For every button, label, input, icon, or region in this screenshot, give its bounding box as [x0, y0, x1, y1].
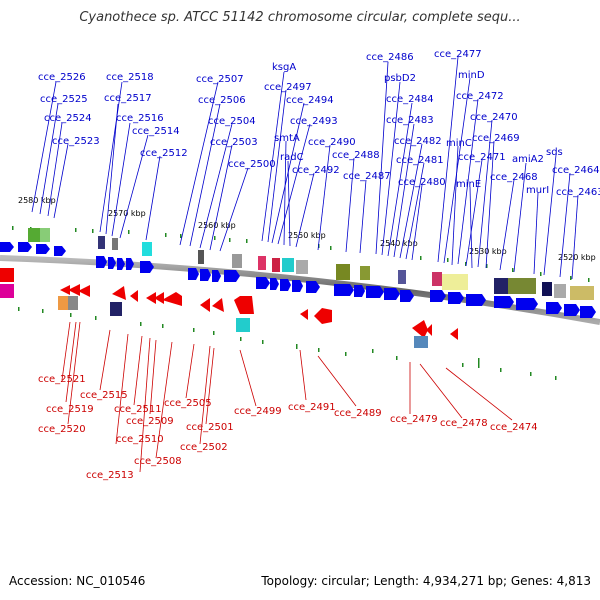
gene-label[interactable]: cce_2479 — [390, 414, 438, 425]
gene-label[interactable]: cce_2491 — [288, 402, 336, 413]
gene-label[interactable]: cce_2513 — [86, 470, 134, 481]
forward-gene-arrows — [0, 242, 596, 318]
gene-label[interactable]: cce_2509 — [126, 416, 174, 427]
gene-label[interactable]: cce_2516 — [116, 113, 164, 124]
gene-label[interactable]: cce_2463 — [556, 187, 600, 198]
gene-label[interactable]: cce_2510 — [116, 434, 164, 445]
kbp-label: 2560 kbp — [198, 221, 236, 230]
gene-label[interactable]: cce_2472 — [456, 91, 504, 102]
gene-label[interactable]: cce_2470 — [470, 112, 518, 123]
kbp-label: 2530 kbp — [469, 247, 507, 256]
gene-label[interactable]: cce_2477 — [434, 49, 482, 60]
gene-label[interactable]: cce_2487 — [343, 171, 391, 182]
gene-label[interactable]: cce_2514 — [132, 126, 180, 137]
gene-label[interactable]: cce_2502 — [180, 442, 228, 453]
gene-label[interactable]: cce_2471 — [458, 152, 506, 163]
kbp-label: 2520 kbp — [558, 253, 596, 262]
gene-label[interactable]: cce_2469 — [472, 133, 520, 144]
gene-label[interactable]: cce_2503 — [210, 137, 258, 148]
gene-label[interactable]: minE — [456, 179, 481, 190]
gene-label[interactable]: cce_2506 — [198, 95, 246, 106]
gene-label[interactable]: cce_2468 — [490, 172, 538, 183]
gene-label[interactable]: cce_2511 — [114, 404, 162, 415]
gene-label[interactable]: cce_2520 — [38, 424, 86, 435]
gene-label[interactable]: psbD2 — [384, 73, 416, 84]
gene-label[interactable]: minC — [446, 138, 472, 149]
gene-label[interactable]: cce_2507 — [196, 74, 244, 85]
gene-label[interactable]: cce_2493 — [290, 116, 338, 127]
gene-label[interactable]: cce_2525 — [40, 94, 88, 105]
reverse-gene-arrows — [0, 268, 458, 340]
gene-label[interactable]: cce_2512 — [140, 148, 188, 159]
gene-label[interactable]: cce_2521 — [38, 374, 86, 385]
forward-leader-lines — [31, 56, 579, 280]
gene-label[interactable]: cce_2500 — [228, 159, 276, 170]
gene-label[interactable]: cce_2490 — [308, 137, 356, 148]
genome-summary-text: Topology: circular; Length: 4,934,271 bp… — [261, 574, 591, 588]
tick-row-bottom — [18, 307, 557, 380]
gene-label[interactable]: cce_2464 — [552, 165, 600, 176]
gene-label[interactable]: cce_2515 — [80, 390, 128, 401]
gene-label[interactable]: sds — [546, 147, 563, 158]
gene-label[interactable]: cce_2508 — [134, 456, 182, 467]
gene-label[interactable]: minD — [458, 70, 485, 81]
gene-label[interactable]: cce_2524 — [44, 113, 92, 124]
gene-label[interactable]: cce_2523 — [52, 136, 100, 147]
gene-label[interactable]: cce_2486 — [366, 52, 414, 63]
gene-label[interactable]: cce_2497 — [264, 82, 312, 93]
gene-label[interactable]: cce_2517 — [104, 93, 152, 104]
reverse-gene-labels: cce_2521 cce_2519 cce_2520 cce_2515 cce_… — [38, 374, 538, 481]
reverse-feature-blocks — [0, 284, 428, 348]
gene-label[interactable]: cce_2526 — [38, 72, 86, 83]
kbp-label: 2550 kbp — [288, 231, 326, 240]
gene-label[interactable]: cce_2492 — [292, 165, 340, 176]
gene-label[interactable]: cce_2489 — [334, 408, 382, 419]
kbp-label: 2580 kbp — [18, 196, 56, 205]
gene-label[interactable]: cce_2481 — [396, 155, 444, 166]
gene-label[interactable]: cce_2478 — [440, 418, 488, 429]
gene-label[interactable]: cce_2501 — [186, 422, 234, 433]
gene-label[interactable]: cce_2488 — [332, 150, 380, 161]
gene-label[interactable]: amiA2 — [512, 154, 544, 165]
gene-label[interactable]: cce_2494 — [286, 95, 334, 106]
reverse-leader-lines — [61, 321, 513, 473]
gene-label[interactable]: cce_2474 — [490, 422, 538, 433]
accession-text: Accession: NC_010546 — [9, 574, 146, 588]
gene-label[interactable]: smtA — [274, 133, 300, 144]
gene-label[interactable]: cce_2505 — [164, 398, 212, 409]
gene-label[interactable]: ksgA — [272, 62, 296, 73]
forward-gene-labels: cce_2526 cce_2525 cce_2524 cce_2523 cce_… — [38, 49, 600, 198]
gene-label[interactable]: cce_2483 — [386, 115, 434, 126]
gene-label[interactable]: cce_2518 — [106, 72, 154, 83]
map-title: Cyanothece sp. ATCC 51142 chromosome cir… — [79, 10, 521, 25]
gene-label[interactable]: cce_2484 — [386, 94, 434, 105]
gene-label[interactable]: cce_2499 — [234, 406, 282, 417]
gene-label[interactable]: cce_2519 — [46, 404, 94, 415]
gene-label[interactable]: cce_2482 — [394, 136, 442, 147]
kbp-label: 2540 kbp — [380, 239, 418, 248]
gene-label[interactable]: radC — [280, 152, 304, 163]
gene-label[interactable]: murI — [526, 185, 549, 196]
gene-label[interactable]: cce_2504 — [208, 116, 256, 127]
forward-feature-blocks — [28, 228, 594, 300]
gene-label[interactable]: cce_2480 — [398, 177, 446, 188]
